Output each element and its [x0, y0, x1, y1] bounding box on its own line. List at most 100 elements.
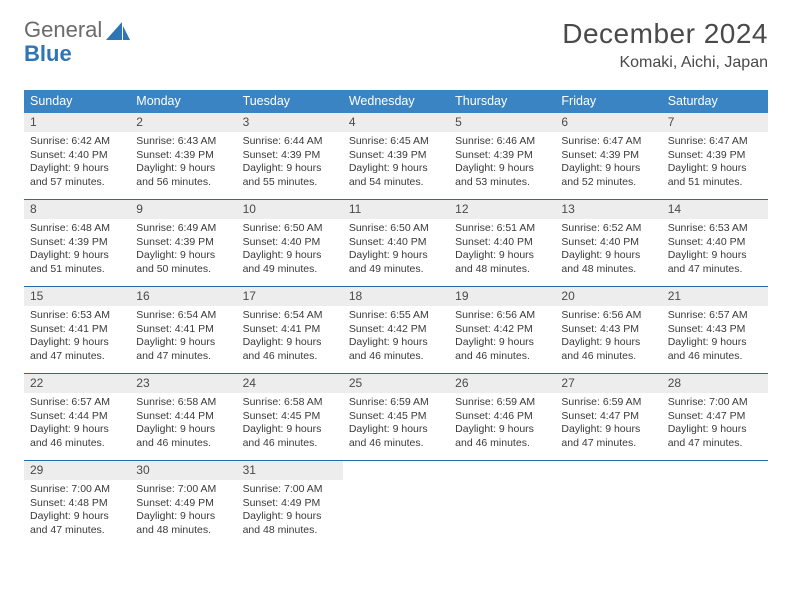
dow-tuesday: Tuesday: [237, 90, 343, 113]
sunset-line: Sunset: 4:47 PM: [668, 410, 762, 424]
day-cell-empty: [343, 461, 449, 541]
day-cell-empty: [662, 461, 768, 541]
sunrise-line: Sunrise: 6:54 AM: [136, 309, 230, 323]
day-number: 16: [130, 287, 236, 306]
day-cell: 27Sunrise: 6:59 AMSunset: 4:47 PMDayligh…: [555, 374, 661, 454]
sail-icon: [104, 20, 132, 51]
day-number: 20: [555, 287, 661, 306]
day-details: Sunrise: 6:59 AMSunset: 4:45 PMDaylight:…: [343, 393, 449, 454]
day-details: Sunrise: 7:00 AMSunset: 4:49 PMDaylight:…: [130, 480, 236, 541]
daylight-line: Daylight: 9 hours and 51 minutes.: [668, 162, 762, 189]
daylight-line: Daylight: 9 hours and 49 minutes.: [349, 249, 443, 276]
dow-header: SundayMondayTuesdayWednesdayThursdayFrid…: [24, 90, 768, 113]
day-details: Sunrise: 6:42 AMSunset: 4:40 PMDaylight:…: [24, 132, 130, 193]
day-number: 29: [24, 461, 130, 480]
logo: General Blue: [24, 18, 132, 66]
day-details: Sunrise: 7:00 AMSunset: 4:49 PMDaylight:…: [237, 480, 343, 541]
day-number: 23: [130, 374, 236, 393]
day-number: 27: [555, 374, 661, 393]
day-cell: 17Sunrise: 6:54 AMSunset: 4:41 PMDayligh…: [237, 287, 343, 367]
sunset-line: Sunset: 4:41 PM: [136, 323, 230, 337]
day-cell-empty: [449, 461, 555, 541]
day-cell: 1Sunrise: 6:42 AMSunset: 4:40 PMDaylight…: [24, 113, 130, 193]
daylight-line: Daylight: 9 hours and 46 minutes.: [561, 336, 655, 363]
day-details: Sunrise: 6:50 AMSunset: 4:40 PMDaylight:…: [237, 219, 343, 280]
day-cell: 25Sunrise: 6:59 AMSunset: 4:45 PMDayligh…: [343, 374, 449, 454]
week-row: 8 Sunrise: 6:48 AMSunset: 4:39 PM Daylight…: [24, 199, 768, 280]
sunrise-line: Sunrise: 7:00 AM: [668, 396, 762, 410]
day-details: Sunrise: 6:43 AMSunset: 4:39 PMDaylight:…: [130, 132, 236, 193]
sunrise-line: Sunrise: 6:59 AM: [455, 396, 549, 410]
sunset-line: Sunset: 4:42 PM: [455, 323, 549, 337]
sunset-line: Sunset: 4:39 PM: [455, 149, 549, 163]
sunrise-line: Sunrise: 6:52 AM: [561, 222, 655, 236]
day-details: Sunrise: 6:56 AMSunset: 4:43 PMDaylight:…: [555, 306, 661, 367]
sunset-line: Sunset: 4:39 PM: [561, 149, 655, 163]
sunset-line: Sunset: 4:39 PM: [30, 236, 124, 250]
sunset-line: Sunset: 4:43 PM: [668, 323, 762, 337]
day-details: Sunrise: 6:53 AMSunset: 4:41 PMDaylight:…: [24, 306, 130, 367]
dow-thursday: Thursday: [449, 90, 555, 113]
daylight-line: Daylight: 9 hours and 48 minutes.: [136, 510, 230, 537]
sunrise-line: Sunrise: 7:00 AM: [30, 483, 124, 497]
sunset-line: Sunset: 4:40 PM: [561, 236, 655, 250]
day-number: 1: [24, 113, 130, 132]
daylight-line: Daylight: 9 hours and 46 minutes.: [349, 336, 443, 363]
dow-friday: Friday: [555, 90, 661, 113]
sunset-line: Sunset: 4:43 PM: [561, 323, 655, 337]
daylight-line: Daylight: 9 hours and 57 minutes.: [30, 162, 124, 189]
sunset-line: Sunset: 4:40 PM: [243, 236, 337, 250]
daylight-line: Daylight: 9 hours and 47 minutes.: [30, 336, 124, 363]
day-cell: 5Sunrise: 6:46 AMSunset: 4:39 PMDaylight…: [449, 113, 555, 193]
day-number: 26: [449, 374, 555, 393]
daylight-line: Daylight: 9 hours and 48 minutes.: [455, 249, 549, 276]
daylight-line: Daylight: 9 hours and 47 minutes.: [136, 336, 230, 363]
sunrise-line: Sunrise: 6:48 AM: [30, 222, 124, 236]
header: General Blue December 2024 Komaki, Aichi…: [24, 18, 768, 72]
daylight-line: Daylight: 9 hours and 47 minutes.: [668, 249, 762, 276]
day-cell: 18Sunrise: 6:55 AMSunset: 4:42 PMDayligh…: [343, 287, 449, 367]
day-number: 6: [555, 113, 661, 132]
calendar: SundayMondayTuesdayWednesdayThursdayFrid…: [24, 90, 768, 541]
sunrise-line: Sunrise: 6:47 AM: [668, 135, 762, 149]
day-number: 21: [662, 287, 768, 306]
daylight-line: Daylight: 9 hours and 55 minutes.: [243, 162, 337, 189]
day-cell: 22Sunrise: 6:57 AMSunset: 4:44 PMDayligh…: [24, 374, 130, 454]
sunset-line: Sunset: 4:49 PM: [136, 497, 230, 511]
day-details: Sunrise: 6:54 AMSunset: 4:41 PMDaylight:…: [130, 306, 236, 367]
day-cell: 28Sunrise: 7:00 AMSunset: 4:47 PMDayligh…: [662, 374, 768, 454]
sunrise-line: Sunrise: 6:47 AM: [561, 135, 655, 149]
sunrise-line: Sunrise: 6:44 AM: [243, 135, 337, 149]
sunrise-line: Sunrise: 6:53 AM: [668, 222, 762, 236]
day-details: Sunrise: 6:49 AMSunset: 4:39 PMDaylight:…: [130, 219, 236, 280]
day-details: Sunrise: 6:47 AMSunset: 4:39 PMDaylight:…: [662, 132, 768, 193]
day-cell: 12Sunrise: 6:51 AMSunset: 4:40 PMDayligh…: [449, 200, 555, 280]
sunrise-line: Sunrise: 6:50 AM: [243, 222, 337, 236]
sunset-line: Sunset: 4:41 PM: [243, 323, 337, 337]
day-details: Sunrise: 6:52 AMSunset: 4:40 PMDaylight:…: [555, 219, 661, 280]
sunrise-line: Sunrise: 6:59 AM: [349, 396, 443, 410]
daylight-line: Daylight: 9 hours and 46 minutes.: [668, 336, 762, 363]
day-number: 25: [343, 374, 449, 393]
day-number: 8: [24, 200, 130, 219]
day-cell: 7Sunrise: 6:47 AMSunset: 4:39 PMDaylight…: [662, 113, 768, 193]
day-cell: 19Sunrise: 6:56 AMSunset: 4:42 PMDayligh…: [449, 287, 555, 367]
day-details: Sunrise: 6:59 AMSunset: 4:46 PMDaylight:…: [449, 393, 555, 454]
day-cell: 24Sunrise: 6:58 AMSunset: 4:45 PMDayligh…: [237, 374, 343, 454]
day-number: 9: [130, 200, 236, 219]
week-row: 22Sunrise: 6:57 AMSunset: 4:44 PMDayligh…: [24, 373, 768, 454]
day-details: Sunrise: 6:50 AMSunset: 4:40 PMDaylight:…: [343, 219, 449, 280]
sunset-line: Sunset: 4:40 PM: [455, 236, 549, 250]
day-cell: 21Sunrise: 6:57 AMSunset: 4:43 PMDayligh…: [662, 287, 768, 367]
day-cell: 30Sunrise: 7:00 AMSunset: 4:49 PMDayligh…: [130, 461, 236, 541]
sunrise-line: Sunrise: 7:00 AM: [136, 483, 230, 497]
sunrise-line: Sunrise: 6:42 AM: [30, 135, 124, 149]
daylight-line: Daylight: 9 hours and 56 minutes.: [136, 162, 230, 189]
day-details: Sunrise: 6:58 AMSunset: 4:45 PMDaylight:…: [237, 393, 343, 454]
day-cell: 31Sunrise: 7:00 AMSunset: 4:49 PMDayligh…: [237, 461, 343, 541]
day-number: 19: [449, 287, 555, 306]
day-number: 5: [449, 113, 555, 132]
sunrise-line: Sunrise: 6:56 AM: [561, 309, 655, 323]
daylight-line: Daylight: 9 hours and 49 minutes.: [243, 249, 337, 276]
day-details: Sunrise: 6:55 AMSunset: 4:42 PMDaylight:…: [343, 306, 449, 367]
